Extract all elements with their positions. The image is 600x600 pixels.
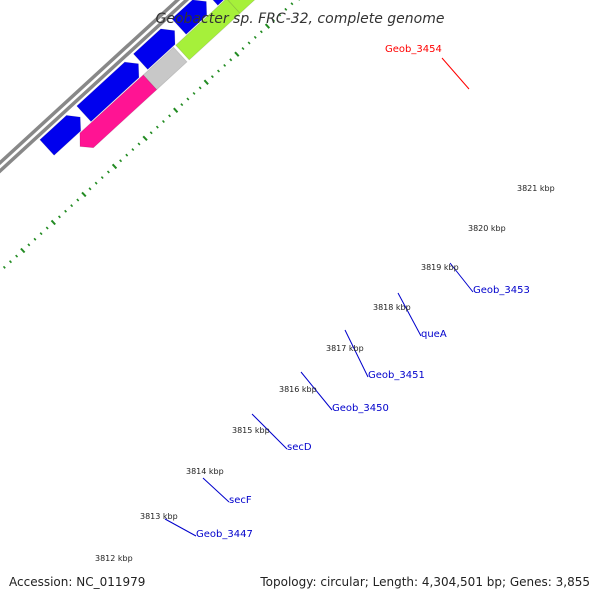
label-leader-line bbox=[251, 413, 288, 450]
scale-tick bbox=[50, 219, 56, 226]
scale-tick bbox=[253, 35, 257, 39]
gene-features bbox=[39, 0, 256, 156]
scale-tick bbox=[247, 41, 251, 45]
genome-backbone bbox=[0, 0, 190, 174]
label-leader-line bbox=[441, 57, 470, 90]
scale-tick bbox=[111, 163, 118, 170]
scale-tick bbox=[198, 86, 202, 90]
scale-tick bbox=[27, 243, 31, 247]
gene-label: queA bbox=[421, 329, 447, 340]
scale-tick bbox=[15, 254, 19, 258]
scale-tick bbox=[223, 63, 227, 67]
scale-tick bbox=[210, 75, 214, 79]
scale-tick bbox=[203, 79, 209, 85]
scale-tick bbox=[88, 187, 92, 191]
scale-tick bbox=[125, 153, 129, 157]
label-leader-line bbox=[449, 262, 474, 293]
scale-tick bbox=[33, 237, 37, 241]
accession-text: Accession: NC_011979 bbox=[9, 575, 145, 589]
backbone-line bbox=[0, 0, 181, 166]
gene-label: secF bbox=[229, 495, 252, 506]
label-leader-line bbox=[344, 329, 369, 378]
gene-forward bbox=[212, 0, 225, 6]
gene-label: secD bbox=[287, 442, 312, 453]
scale-tick bbox=[58, 215, 61, 219]
gene-geob-3450 bbox=[227, 0, 256, 14]
gene-label: Geob_3447 bbox=[196, 529, 253, 540]
backbone-line-inner bbox=[0, 0, 190, 174]
scale-tick bbox=[272, 19, 276, 23]
footer-left-background bbox=[0, 570, 152, 600]
label-leader-line bbox=[397, 292, 422, 337]
scale-tick bbox=[119, 159, 123, 163]
scale-tick bbox=[2, 265, 6, 269]
gene-label: Geob_3453 bbox=[473, 285, 530, 296]
gene-forward bbox=[76, 61, 140, 123]
scale-tick bbox=[155, 125, 159, 129]
scale-tick bbox=[9, 260, 12, 264]
gene-forward bbox=[132, 28, 176, 70]
scale-tick bbox=[290, 2, 294, 6]
tick-label: 3819 kbp bbox=[421, 263, 459, 272]
tick-label: 3812 kbp bbox=[95, 554, 133, 563]
scale-tick bbox=[234, 51, 240, 57]
scale-tick bbox=[168, 114, 171, 118]
tick-label: 3814 kbp bbox=[186, 467, 224, 476]
scale-tick bbox=[81, 191, 87, 198]
scale-tick bbox=[106, 170, 110, 174]
scale-tick bbox=[142, 135, 148, 141]
map-title: Geobacter sp. FRC-32, complete genome bbox=[156, 11, 445, 27]
scale-tick bbox=[278, 13, 282, 17]
label-leader-line bbox=[300, 371, 333, 411]
tick-label: 3815 kbp bbox=[232, 426, 270, 435]
scale-tick bbox=[94, 181, 98, 185]
scale-tick bbox=[149, 131, 153, 135]
scale-tick bbox=[131, 148, 135, 152]
scale-tick bbox=[259, 30, 263, 34]
gene-secf bbox=[142, 46, 188, 91]
scale-tick bbox=[229, 58, 233, 62]
scale-tick bbox=[39, 232, 43, 236]
label-leader-line bbox=[202, 477, 230, 503]
gene-label: Geob_3450 bbox=[332, 403, 389, 414]
scale-tick bbox=[76, 198, 80, 202]
tick-label: 3821 kbp bbox=[517, 184, 555, 193]
scale-tick bbox=[70, 204, 74, 208]
scale-tick bbox=[45, 226, 49, 230]
label-leader-line bbox=[164, 518, 197, 537]
scale-tick bbox=[284, 7, 288, 11]
gene-labels: Geob_3447 secF secD Geob_3450 Geob_3451 queA G… bbox=[164, 44, 530, 540]
scale-tick bbox=[180, 103, 184, 107]
gene-forward bbox=[39, 114, 82, 156]
gene-label: Geob_3454 bbox=[385, 44, 442, 55]
topology-text: Topology: circular; Length: 4,304,501 bp… bbox=[259, 575, 590, 589]
tick-label: 3816 kbp bbox=[279, 385, 317, 394]
scale-tick bbox=[161, 119, 165, 124]
scale-tick bbox=[100, 176, 104, 180]
scale-tick bbox=[217, 69, 220, 73]
gene-forward bbox=[171, 0, 208, 35]
scale-tick bbox=[192, 91, 196, 95]
scale-tick bbox=[173, 107, 179, 113]
gene-label: Geob_3451 bbox=[368, 370, 425, 381]
scale-tick-labels: 3812 kbp 3813 kbp 3814 kbp 3815 kbp 3816 kbp… bbox=[95, 184, 555, 563]
tick-label: 3818 kbp bbox=[373, 303, 411, 312]
scale-tick bbox=[137, 142, 141, 146]
scale-tick bbox=[64, 209, 67, 213]
scale-tick bbox=[186, 97, 190, 101]
scale-tick bbox=[20, 247, 26, 254]
tick-label: 3817 kbp bbox=[326, 344, 364, 353]
tick-label: 3820 kbp bbox=[468, 224, 506, 233]
scale-tick bbox=[241, 47, 245, 51]
scale-ticks bbox=[2, 0, 301, 269]
scale-tick bbox=[264, 23, 271, 29]
tick-label: 3813 kbp bbox=[140, 512, 178, 521]
